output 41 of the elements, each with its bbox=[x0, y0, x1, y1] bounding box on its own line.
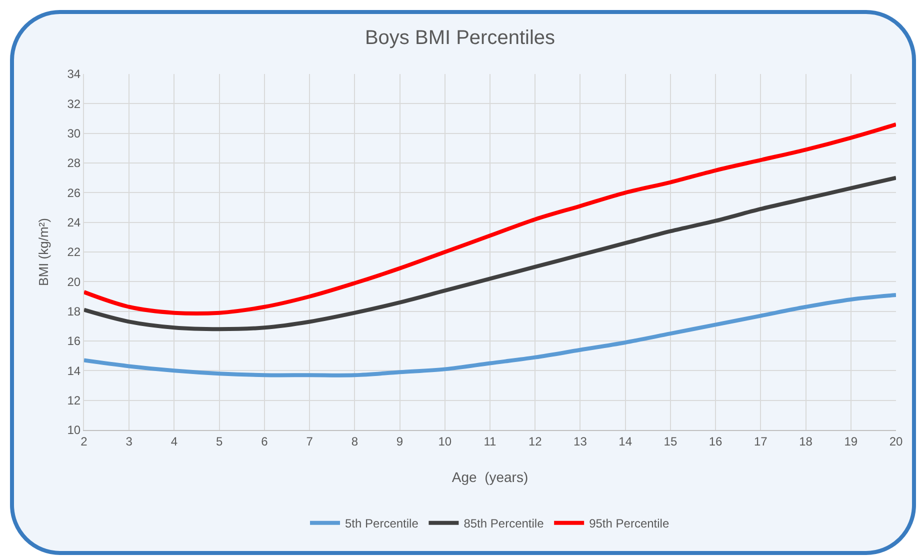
x-tick-label: 10 bbox=[438, 434, 452, 448]
y-tick-label: 10 bbox=[67, 423, 81, 438]
x-tick-label: 20 bbox=[889, 434, 903, 448]
line-series bbox=[84, 176, 896, 332]
x-tick-label: 12 bbox=[528, 434, 542, 448]
x-tick-label: 7 bbox=[306, 434, 314, 448]
y-tick-label: 26 bbox=[67, 186, 81, 200]
legend-label: 5th Percentile bbox=[345, 516, 419, 530]
y-tick-label: 34 bbox=[67, 67, 81, 82]
x-tick-label: 11 bbox=[484, 434, 497, 448]
line-series bbox=[84, 293, 896, 378]
x-tick-label: 8 bbox=[351, 434, 358, 448]
y-tick-label: 12 bbox=[67, 394, 81, 408]
y-tick-label: 28 bbox=[67, 156, 81, 170]
x-tick-label: 15 bbox=[664, 434, 678, 448]
y-tick-label: 16 bbox=[67, 334, 81, 348]
y-tick-label: 14 bbox=[67, 364, 81, 378]
x-tick-label: 16 bbox=[708, 434, 723, 448]
x-tick-label: 2 bbox=[80, 434, 88, 448]
y-tick-label: 24 bbox=[67, 216, 81, 230]
chart-title: Boys BMI Percentiles bbox=[364, 26, 556, 49]
y-axis-title: BMI (kg/m²) bbox=[36, 218, 51, 286]
x-tick-label: 19 bbox=[844, 434, 858, 448]
line-series bbox=[84, 122, 896, 316]
y-tick-label: 32 bbox=[67, 96, 81, 111]
y-tick-label: 30 bbox=[67, 126, 81, 141]
x-tick-label: 9 bbox=[396, 434, 404, 448]
x-tick-label: 13 bbox=[574, 434, 588, 448]
x-tick-label: 6 bbox=[261, 434, 268, 448]
y-tick-label: 18 bbox=[67, 304, 81, 319]
x-tick-label: 14 bbox=[618, 434, 632, 448]
x-tick-label: 3 bbox=[126, 434, 133, 448]
y-tick-label: 20 bbox=[67, 274, 81, 289]
legend-label: 85th Percentile bbox=[464, 516, 544, 530]
x-tick-label: 4 bbox=[170, 434, 178, 448]
x-axis-title: Age (years) bbox=[452, 469, 528, 485]
legend-label: 95th Percentile bbox=[589, 516, 670, 530]
x-tick-label: 18 bbox=[799, 434, 813, 448]
x-tick-label: 5 bbox=[216, 434, 223, 448]
x-tick-label: 17 bbox=[754, 434, 768, 448]
y-tick-label: 22 bbox=[67, 245, 81, 260]
